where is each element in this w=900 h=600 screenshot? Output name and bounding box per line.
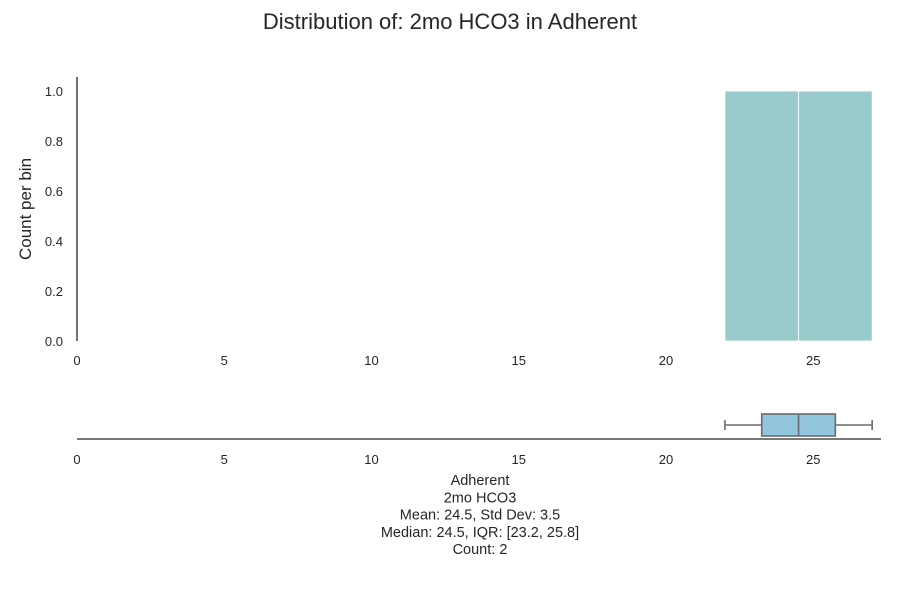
boxplot-x-axis-label-line: 2mo HCO3	[444, 490, 517, 506]
histogram-panel: 0.0 0.2 0.4 0.6 0.8 1.0 0 5 10 15 20 25 Count per …	[16, 77, 873, 368]
boxplot-x-axis-label-line: Adherent	[451, 473, 510, 489]
boxplot-x-tick-label: 0	[73, 452, 80, 467]
boxplot-x-axis-label-line: Median: 24.5, IQR: [23.2, 25.8]	[381, 525, 579, 541]
histogram-x-tick-label: 15	[512, 353, 526, 368]
histogram-y-axis-label: Count per bin	[16, 158, 35, 260]
histogram-y-tick-label: 0.0	[45, 334, 63, 349]
boxplot-x-axis-label-line: Mean: 24.5, Std Dev: 3.5	[400, 508, 560, 524]
histogram-bar	[724, 90, 799, 342]
boxplot-marks	[724, 413, 873, 437]
histogram-bar	[798, 90, 873, 342]
histogram-x-tick-label: 20	[659, 353, 673, 368]
boxplot-x-tick-label: 15	[512, 452, 526, 467]
boxplot-x-tick-label: 25	[806, 452, 820, 467]
boxplot-x-axis-label-line: Count: 2	[453, 542, 508, 558]
histogram-y-tick-label: 0.8	[45, 134, 63, 149]
histogram-bars	[724, 90, 873, 342]
histogram-y-ticks: 0.0 0.2 0.4 0.6 0.8 1.0	[45, 84, 63, 349]
histogram-y-tick-label: 0.4	[45, 234, 63, 249]
histogram-x-tick-label: 25	[806, 353, 820, 368]
boxplot-x-ticks: 0 5 10 15 20 25	[73, 452, 820, 467]
histogram-x-tick-label: 10	[364, 353, 378, 368]
histogram-x-tick-label: 0	[73, 353, 80, 368]
boxplot-x-tick-label: 5	[221, 452, 228, 467]
histogram-y-tick-label: 0.6	[45, 184, 63, 199]
boxplot-x-tick-label: 20	[659, 452, 673, 467]
histogram-x-tick-label: 5	[221, 353, 228, 368]
chart-title: Distribution of: 2mo HCO3 in Adherent	[263, 9, 637, 34]
histogram-y-tick-label: 1.0	[45, 84, 63, 99]
boxplot-x-tick-label: 10	[364, 452, 378, 467]
histogram-y-tick-label: 0.2	[45, 284, 63, 299]
histogram-x-ticks: 0 5 10 15 20 25	[73, 353, 820, 368]
